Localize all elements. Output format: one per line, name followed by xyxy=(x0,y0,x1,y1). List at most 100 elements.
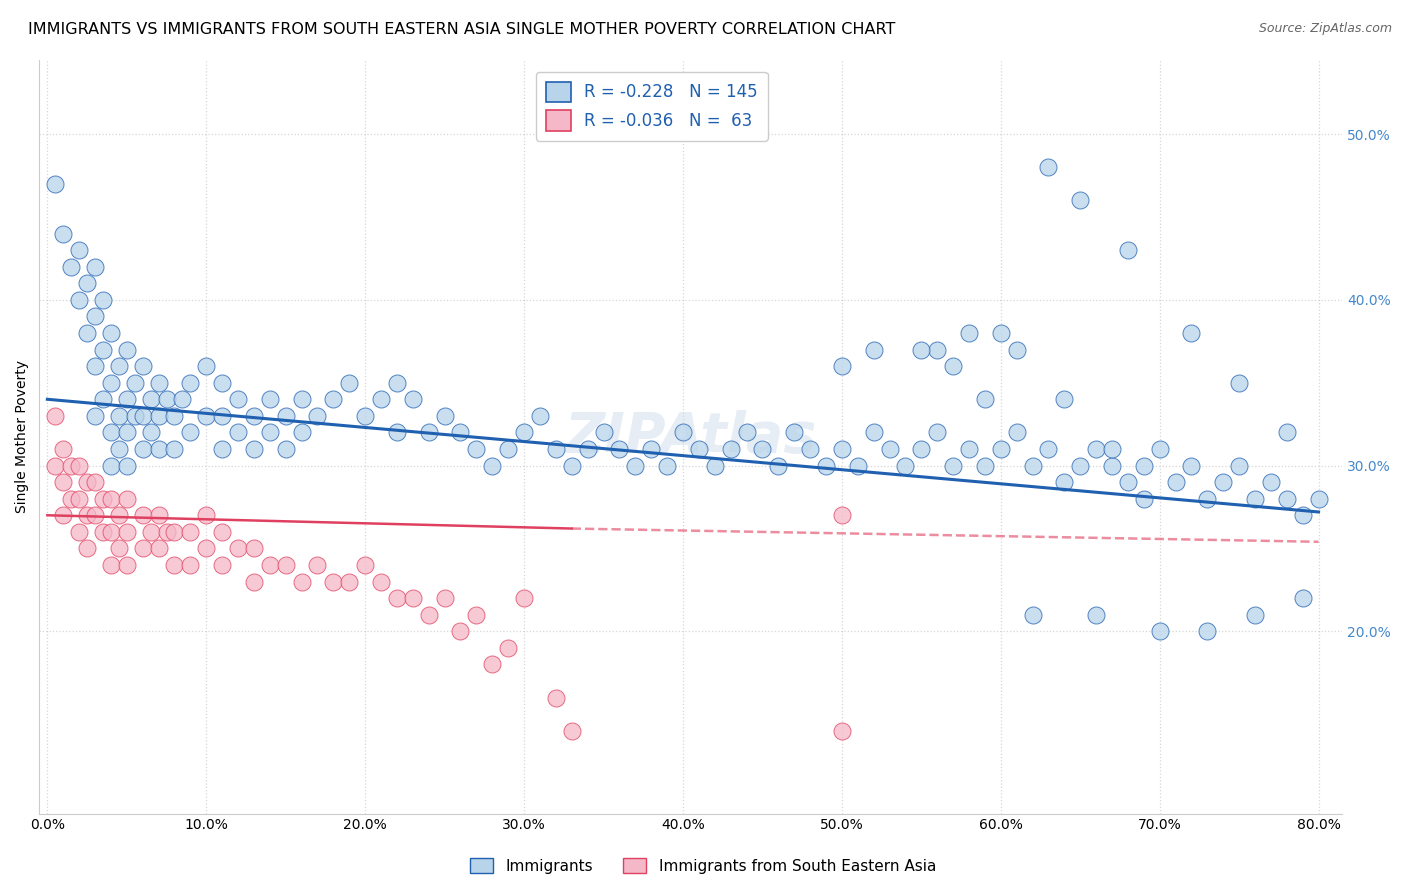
Point xyxy=(433,591,456,606)
Point xyxy=(1227,376,1250,390)
Point xyxy=(52,508,75,523)
Point xyxy=(529,409,551,423)
Point xyxy=(226,392,249,407)
Point xyxy=(243,409,266,423)
Point xyxy=(990,326,1012,340)
Point xyxy=(783,425,806,440)
Point xyxy=(60,458,83,473)
Point xyxy=(76,277,98,291)
Point xyxy=(100,491,122,506)
Point xyxy=(76,541,98,556)
Point xyxy=(640,442,662,456)
Point xyxy=(67,293,90,307)
Point xyxy=(496,640,519,655)
Point xyxy=(910,343,932,357)
Point xyxy=(172,392,194,407)
Point xyxy=(337,376,360,390)
Point xyxy=(862,425,884,440)
Point xyxy=(433,409,456,423)
Point xyxy=(108,541,131,556)
Point xyxy=(1021,607,1043,622)
Point xyxy=(592,425,614,440)
Point xyxy=(957,442,980,456)
Point xyxy=(115,558,138,572)
Point xyxy=(195,541,218,556)
Point xyxy=(465,607,488,622)
Point xyxy=(942,458,965,473)
Point xyxy=(1005,425,1028,440)
Point xyxy=(179,376,201,390)
Point xyxy=(465,442,488,456)
Point xyxy=(894,458,917,473)
Point xyxy=(60,491,83,506)
Point xyxy=(131,359,153,373)
Point xyxy=(831,359,853,373)
Point xyxy=(1116,243,1139,257)
Point xyxy=(624,458,647,473)
Point xyxy=(291,392,314,407)
Point xyxy=(139,524,162,539)
Point xyxy=(226,425,249,440)
Point xyxy=(124,409,146,423)
Point xyxy=(322,574,344,589)
Point xyxy=(163,524,186,539)
Point xyxy=(751,442,773,456)
Point xyxy=(879,442,901,456)
Point xyxy=(370,392,392,407)
Point xyxy=(1292,591,1315,606)
Point xyxy=(100,458,122,473)
Point xyxy=(1227,458,1250,473)
Point xyxy=(67,458,90,473)
Point xyxy=(60,260,83,274)
Point xyxy=(67,524,90,539)
Point xyxy=(139,392,162,407)
Point xyxy=(195,508,218,523)
Point xyxy=(108,359,131,373)
Point xyxy=(385,591,408,606)
Point xyxy=(1244,607,1267,622)
Point xyxy=(76,326,98,340)
Point xyxy=(44,177,66,191)
Point xyxy=(846,458,869,473)
Point xyxy=(100,524,122,539)
Point xyxy=(322,392,344,407)
Text: ZIPAtlas: ZIPAtlas xyxy=(565,409,817,464)
Point xyxy=(44,458,66,473)
Point xyxy=(814,458,837,473)
Point xyxy=(1275,425,1298,440)
Point xyxy=(131,442,153,456)
Point xyxy=(703,458,725,473)
Point xyxy=(274,558,297,572)
Point xyxy=(52,227,75,241)
Point xyxy=(1053,392,1076,407)
Point xyxy=(243,541,266,556)
Point xyxy=(1308,491,1330,506)
Point xyxy=(354,558,377,572)
Point xyxy=(1005,343,1028,357)
Point xyxy=(91,524,114,539)
Point xyxy=(91,392,114,407)
Point xyxy=(307,558,329,572)
Point xyxy=(385,425,408,440)
Point xyxy=(1180,326,1202,340)
Point xyxy=(831,723,853,738)
Point xyxy=(450,425,472,440)
Point xyxy=(768,458,790,473)
Point xyxy=(67,243,90,257)
Point xyxy=(148,508,170,523)
Point xyxy=(91,343,114,357)
Point xyxy=(402,392,425,407)
Point xyxy=(84,310,107,324)
Point xyxy=(1132,491,1154,506)
Point xyxy=(179,558,201,572)
Point xyxy=(44,409,66,423)
Point xyxy=(100,558,122,572)
Legend: R = -0.228   N = 145, R = -0.036   N =  63: R = -0.228 N = 145, R = -0.036 N = 63 xyxy=(536,71,768,141)
Point xyxy=(124,376,146,390)
Point xyxy=(274,442,297,456)
Point xyxy=(259,558,281,572)
Point xyxy=(513,591,536,606)
Point xyxy=(108,442,131,456)
Point xyxy=(291,574,314,589)
Point xyxy=(155,392,177,407)
